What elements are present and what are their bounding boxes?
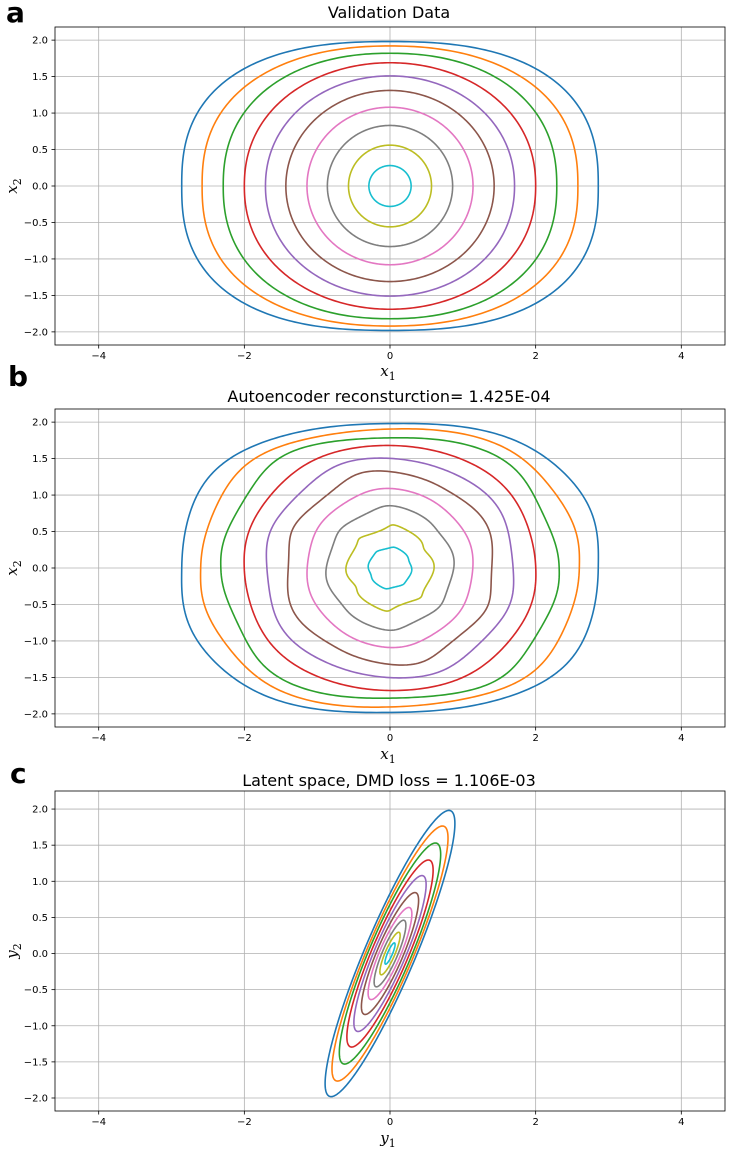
y-tick-label: 0.0 xyxy=(32,182,48,193)
orbit-line xyxy=(346,859,434,1048)
x-tick-label: 2 xyxy=(532,1117,538,1128)
chart-title-c: Latent space, DMD loss = 1.106E-03 xyxy=(242,771,536,790)
panel-a: a Validation Data −4 −2 0 2 4 −2.0 −1.5 −1.0 −0.… xyxy=(3,0,726,383)
series-group xyxy=(180,422,600,714)
y-tick-label: 1.0 xyxy=(32,109,48,120)
orbit-line xyxy=(360,891,420,1016)
orbit-line xyxy=(265,457,515,679)
orbit-line xyxy=(331,825,449,1082)
panel-c: c Latent space, DMD loss = 1.106E-03 −4 −… xyxy=(3,757,726,1150)
x-tick-label: 2 xyxy=(532,733,538,744)
x-axis-label: x1 xyxy=(380,745,395,766)
y-tick-label: −1.0 xyxy=(24,636,48,647)
y-tick-label: −2.0 xyxy=(24,1093,48,1104)
y-tick-label: 2.0 xyxy=(32,36,48,47)
y-axis-label: x2 xyxy=(3,178,24,193)
y-tick-label: 1.0 xyxy=(32,491,48,502)
x-tick-label: −4 xyxy=(91,733,106,744)
orbit-line xyxy=(180,40,600,332)
y-tick-label: 0.0 xyxy=(32,564,48,575)
x-tick-label: −2 xyxy=(237,1117,252,1128)
y-tick-label: −0.5 xyxy=(24,600,48,611)
x-tick-label: 4 xyxy=(678,1117,684,1128)
y-tick-label: 1.0 xyxy=(32,877,48,888)
orbit-line xyxy=(201,45,579,327)
orbit-line xyxy=(243,61,537,311)
orbit-line xyxy=(286,470,494,666)
orbit-line xyxy=(338,842,442,1065)
orbit-line xyxy=(180,422,600,714)
orbit-line xyxy=(368,164,412,208)
x-axis-label: y1 xyxy=(379,1129,395,1150)
panel-b: b Autoencoder reconsturction= 1.425E-04 … xyxy=(3,360,726,766)
x-tick-label: −4 xyxy=(91,351,106,362)
orbit-line xyxy=(306,106,474,266)
y-tick-label: 0.0 xyxy=(32,949,48,960)
orbit-line xyxy=(324,809,456,1098)
x-axis-label: x1 xyxy=(380,362,395,383)
x-tick-label: 4 xyxy=(678,733,684,744)
y-tick-label: 0.5 xyxy=(32,527,48,538)
orbit-line xyxy=(243,444,537,692)
series-group xyxy=(324,809,456,1098)
y-tick-label: 1.5 xyxy=(32,72,48,83)
orbit-line xyxy=(347,144,433,228)
x-tick-label: −4 xyxy=(91,1117,106,1128)
y-tick-label: 1.5 xyxy=(32,454,48,465)
y-axis-label: y2 xyxy=(3,943,24,959)
orbit-line xyxy=(367,546,413,590)
y-tick-label: 0.5 xyxy=(32,913,48,924)
y-axis-label: x2 xyxy=(3,560,24,575)
y-tick-label: −1.0 xyxy=(24,254,48,265)
chart-title-b: Autoencoder reconsturction= 1.425E-04 xyxy=(227,387,550,406)
orbit-line xyxy=(219,437,561,699)
orbit-line xyxy=(285,89,495,283)
x-tick-label: −2 xyxy=(237,733,252,744)
y-tick-label: −2.0 xyxy=(24,709,48,720)
orbit-line xyxy=(345,524,435,612)
x-tick-label: −2 xyxy=(237,351,252,362)
y-tick-label: −1.5 xyxy=(24,673,48,684)
y-tick-label: −2.0 xyxy=(24,327,48,338)
chart-title-a: Validation Data xyxy=(328,3,450,22)
y-tick-label: −0.5 xyxy=(24,218,48,229)
y-tick-label: −1.0 xyxy=(24,1021,48,1032)
y-tick-label: −1.5 xyxy=(24,1057,48,1068)
orbit-line xyxy=(384,942,396,965)
orbit-line xyxy=(222,52,558,320)
orbit-line xyxy=(306,487,474,649)
x-tick-label: 0 xyxy=(387,1117,393,1128)
panel-letter-b: b xyxy=(8,360,28,393)
x-tick-label: 0 xyxy=(387,351,393,362)
orbit-line xyxy=(373,919,407,988)
panel-letter-a: a xyxy=(6,0,25,29)
orbit-line xyxy=(353,874,427,1033)
orbit-line xyxy=(199,428,581,708)
x-tick-label: 0 xyxy=(387,733,393,744)
orbit-line xyxy=(325,504,455,632)
y-tick-label: −0.5 xyxy=(24,985,48,996)
series-group xyxy=(180,40,600,332)
y-tick-label: 2.0 xyxy=(32,805,48,816)
panel-letter-c: c xyxy=(10,757,27,790)
orbit-line xyxy=(367,906,413,1001)
orbit-line xyxy=(264,75,516,297)
y-tick-label: 0.5 xyxy=(32,145,48,156)
orbit-line xyxy=(326,124,454,248)
y-tick-label: 1.5 xyxy=(32,841,48,852)
x-tick-label: 4 xyxy=(678,351,684,362)
orbit-line xyxy=(379,931,401,976)
y-tick-label: −1.5 xyxy=(24,291,48,302)
y-tick-label: 2.0 xyxy=(32,418,48,429)
x-tick-label: 2 xyxy=(532,351,538,362)
